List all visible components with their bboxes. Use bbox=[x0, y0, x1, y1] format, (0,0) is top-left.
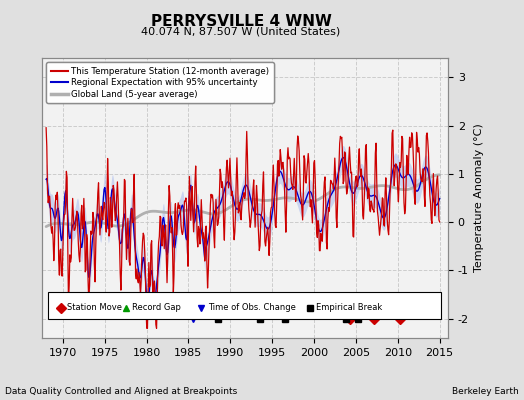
Y-axis label: Temperature Anomaly (°C): Temperature Anomaly (°C) bbox=[474, 124, 484, 272]
Text: Record Gap: Record Gap bbox=[133, 303, 181, 312]
Text: 40.074 N, 87.507 W (United States): 40.074 N, 87.507 W (United States) bbox=[141, 26, 341, 36]
Text: Station Move: Station Move bbox=[67, 303, 122, 312]
Text: Data Quality Controlled and Aligned at Breakpoints: Data Quality Controlled and Aligned at B… bbox=[5, 387, 237, 396]
Text: Time of Obs. Change: Time of Obs. Change bbox=[208, 303, 296, 312]
Text: Berkeley Earth: Berkeley Earth bbox=[452, 387, 519, 396]
Text: PERRYSVILLE 4 WNW: PERRYSVILLE 4 WNW bbox=[150, 14, 332, 29]
Bar bbox=[48, 292, 441, 319]
Legend: This Temperature Station (12-month average), Regional Expectation with 95% uncer: This Temperature Station (12-month avera… bbox=[46, 62, 274, 103]
Text: Empirical Break: Empirical Break bbox=[316, 303, 382, 312]
